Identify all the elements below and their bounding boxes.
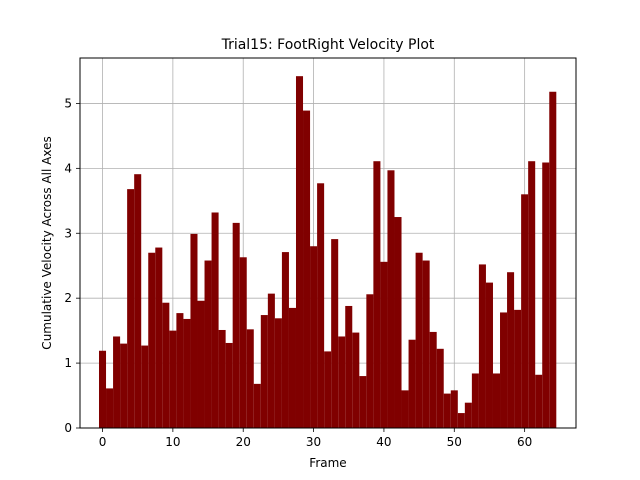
bar: [183, 318, 191, 428]
bar: [162, 302, 170, 428]
bar: [500, 312, 508, 428]
bar: [394, 217, 402, 428]
bar: [415, 252, 423, 428]
bar: [169, 330, 177, 428]
x-tick-label: 0: [99, 435, 107, 449]
bar: [422, 260, 430, 428]
bar: [478, 264, 486, 428]
bar: [281, 252, 289, 428]
y-tick-label: 1: [64, 356, 72, 370]
x-axis-ticks: 0 10 20 30 40 50 60: [99, 428, 532, 449]
bar: [345, 305, 353, 428]
grid-lines: [80, 58, 576, 429]
y-tick-label: 0: [64, 421, 72, 435]
bar: [408, 339, 416, 428]
bar: [303, 110, 311, 428]
bar: [260, 315, 268, 428]
chart-title: Trial15: FootRight Velocity Plot: [221, 37, 435, 53]
bar: [190, 233, 198, 428]
bar: [331, 239, 339, 428]
bar: [113, 336, 121, 428]
y-tick-label: 5: [64, 96, 72, 110]
bars-group: [98, 76, 557, 429]
y-tick-label: 3: [64, 226, 72, 240]
x-tick-label: 60: [517, 435, 532, 449]
bar: [535, 374, 543, 428]
bar: [366, 294, 374, 428]
bar: [232, 222, 240, 428]
bar: [507, 272, 515, 428]
bar: [134, 174, 142, 428]
bar: [387, 170, 395, 428]
bar: [450, 390, 458, 428]
bar: [267, 293, 275, 428]
x-tick-label: 50: [447, 435, 462, 449]
bar: [373, 161, 381, 429]
y-tick-label: 2: [64, 291, 72, 305]
bar: [429, 331, 437, 428]
bar: [492, 373, 501, 428]
bar: [295, 76, 304, 428]
x-tick-label: 10: [165, 435, 180, 449]
bar: [514, 309, 522, 428]
bar: [218, 329, 226, 428]
bar: [106, 388, 114, 428]
bar: [549, 91, 557, 428]
bar: [253, 383, 261, 428]
plot-area-frame: [79, 57, 577, 429]
bar: [225, 342, 233, 428]
y-axis-label: Cumulative Velocity Across All Axes: [40, 136, 54, 349]
bar: [338, 336, 346, 428]
bar: [239, 257, 247, 428]
bar: [317, 183, 325, 428]
bar: [443, 393, 451, 428]
bar: [485, 282, 493, 428]
bar: [197, 300, 205, 428]
x-axis-label: Frame: [309, 456, 346, 470]
bar: [542, 162, 550, 428]
bar: [204, 260, 212, 428]
bar: [211, 212, 219, 428]
bar: [155, 247, 163, 428]
bar: [120, 343, 128, 428]
bar: [352, 332, 360, 428]
bar: [436, 348, 444, 428]
bar: [521, 194, 529, 428]
bar: [176, 313, 184, 428]
bar: [310, 246, 318, 428]
x-tick-label: 30: [306, 435, 321, 449]
x-tick-label: 40: [376, 435, 391, 449]
bar: [359, 376, 367, 428]
y-tick-label: 4: [64, 161, 72, 175]
bar: [98, 350, 107, 428]
bar: [324, 351, 332, 428]
bar: [471, 373, 479, 428]
bar: [528, 161, 536, 429]
bar: [288, 307, 296, 428]
bar: [246, 329, 254, 428]
bar: [380, 261, 388, 428]
y-axis-ticks: 0 1 2 3 4 5: [64, 96, 80, 435]
bar: [274, 318, 282, 428]
bar: [141, 345, 149, 428]
bar: [401, 390, 409, 428]
bar: [127, 189, 135, 428]
bar: [148, 252, 156, 428]
bar: [464, 402, 472, 428]
x-tick-label: 20: [236, 435, 251, 449]
bar: [457, 413, 465, 428]
